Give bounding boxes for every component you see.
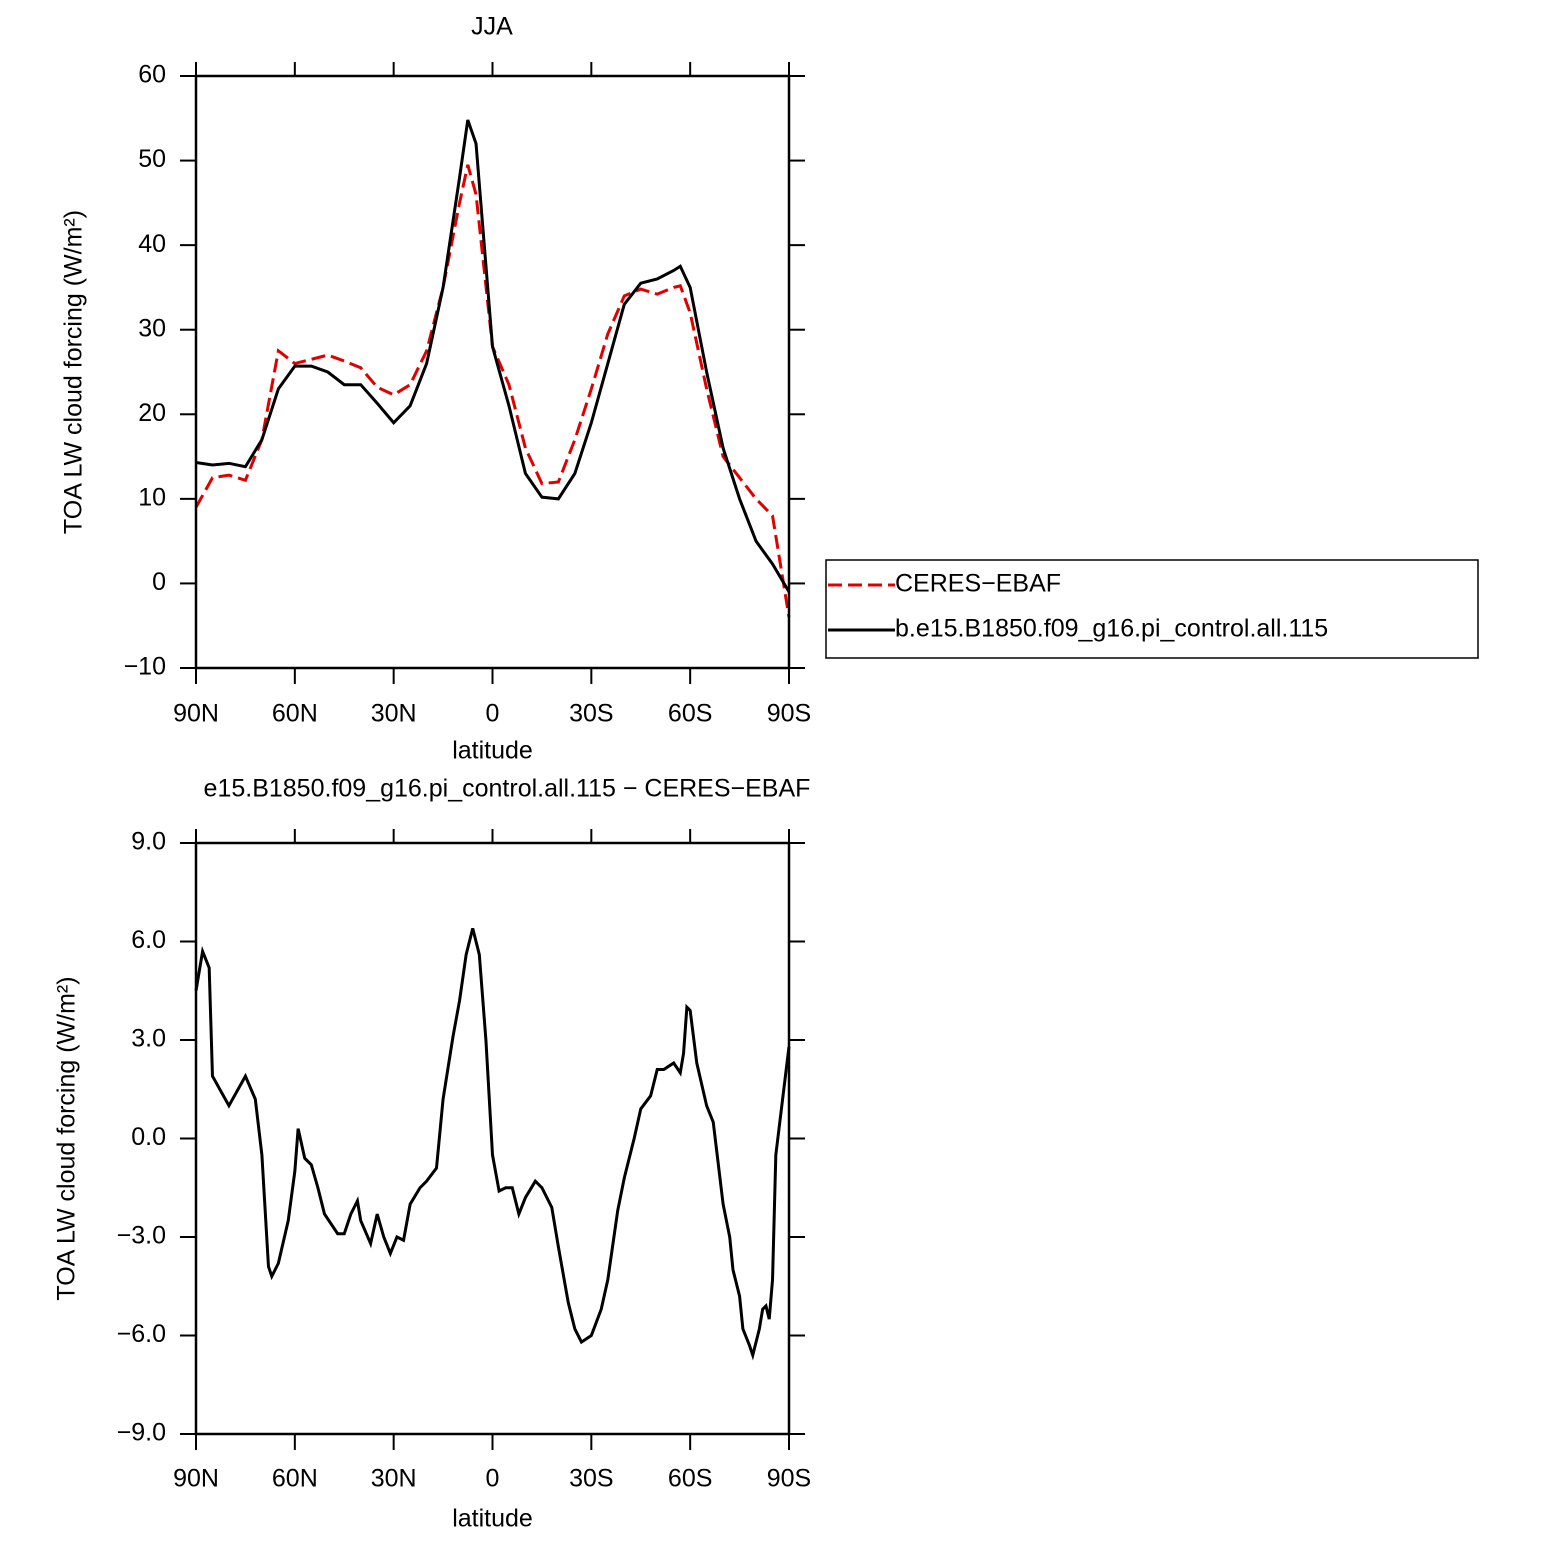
- y-tick-label: 0: [152, 568, 166, 596]
- x-tick-label: 0: [486, 1465, 500, 1493]
- legend-label: b.e15.B1850.f09_g16.pi_control.all.115: [895, 615, 1328, 643]
- legend-box: [825, 559, 1479, 659]
- plot-frame: [194, 74, 791, 670]
- y-tick-label: 10: [138, 483, 166, 511]
- series-line: [194, 928, 791, 1361]
- x-axis-label: latitude: [452, 737, 533, 765]
- x-tick-label: 90S: [767, 700, 811, 728]
- x-axis-label: latitude: [452, 1505, 533, 1533]
- y-tick-label: 50: [138, 145, 166, 173]
- chart-title: e15.B1850.f09_g16.pi_control.all.115 − C…: [204, 775, 811, 803]
- y-tick-label: 30: [138, 314, 166, 342]
- plot-frame: [194, 841, 791, 1436]
- x-tick-label: 90N: [173, 1465, 219, 1493]
- series-line: [195, 119, 791, 593]
- y-tick-label: −10: [124, 653, 166, 681]
- y-tick-label: 20: [138, 399, 166, 427]
- x-tick-label: 30N: [371, 700, 417, 728]
- x-tick-label: 30S: [569, 700, 613, 728]
- y-axis-label: TOA LW cloud forcing (W/m²): [60, 210, 88, 534]
- y-tick-label: 0.0: [131, 1123, 166, 1151]
- x-tick-label: 60S: [668, 1465, 712, 1493]
- y-tick-label: 3.0: [131, 1025, 166, 1053]
- x-tick-label: 90N: [173, 700, 219, 728]
- x-tick-label: 60S: [668, 700, 712, 728]
- y-tick-label: 40: [138, 230, 166, 258]
- x-tick-label: 90S: [767, 1465, 811, 1493]
- x-tick-label: 60N: [272, 700, 318, 728]
- x-tick-label: 30N: [371, 1465, 417, 1493]
- x-tick-label: 60N: [272, 1465, 318, 1493]
- y-tick-label: −9.0: [117, 1419, 166, 1447]
- y-tick-label: −6.0: [117, 1320, 166, 1348]
- legend-label: CERES−EBAF: [895, 570, 1061, 598]
- y-tick-label: 9.0: [131, 828, 166, 856]
- y-tick-label: −3.0: [117, 1222, 166, 1250]
- x-tick-label: 30S: [569, 1465, 613, 1493]
- y-tick-label: 6.0: [131, 926, 166, 954]
- chart-title: JJA: [471, 13, 513, 41]
- x-tick-label: 0: [486, 700, 500, 728]
- series-line: [194, 164, 791, 618]
- y-tick-label: 60: [138, 61, 166, 89]
- y-axis-label: TOA LW cloud forcing (W/m²): [53, 976, 81, 1300]
